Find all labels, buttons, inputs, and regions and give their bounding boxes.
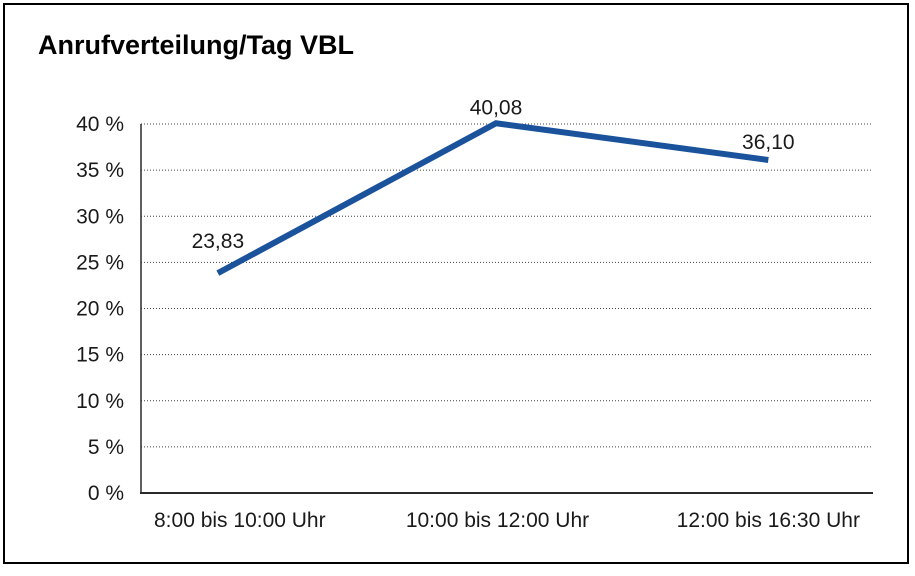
y-tick-label: 35 % <box>76 159 124 182</box>
y-tick-label: 20 % <box>76 298 124 321</box>
y-tick-label: 10 % <box>76 390 124 413</box>
chart-frame <box>3 3 909 564</box>
data-line <box>216 120 769 276</box>
y-tick-label: 40 % <box>76 113 124 136</box>
x-tick-label: 10:00 bis 12:00 Uhr <box>406 509 589 532</box>
data-label: 36,10 <box>742 131 795 154</box>
data-label: 23,83 <box>192 230 245 253</box>
x-tick-label: 12:00 bis 16:30 Uhr <box>677 509 860 532</box>
y-tick-label: 0 % <box>88 482 124 505</box>
chart-title: Anrufverteilung/Tag VBL <box>38 30 355 60</box>
x-tick-label: 8:00 bis 10:00 Uhr <box>154 509 326 532</box>
y-tick-label: 5 % <box>88 436 124 459</box>
data-label: 40,08 <box>470 96 523 119</box>
y-tick-label: 25 % <box>76 251 124 274</box>
y-tick-label: 15 % <box>76 344 124 367</box>
y-tick-label: 30 % <box>76 205 124 228</box>
